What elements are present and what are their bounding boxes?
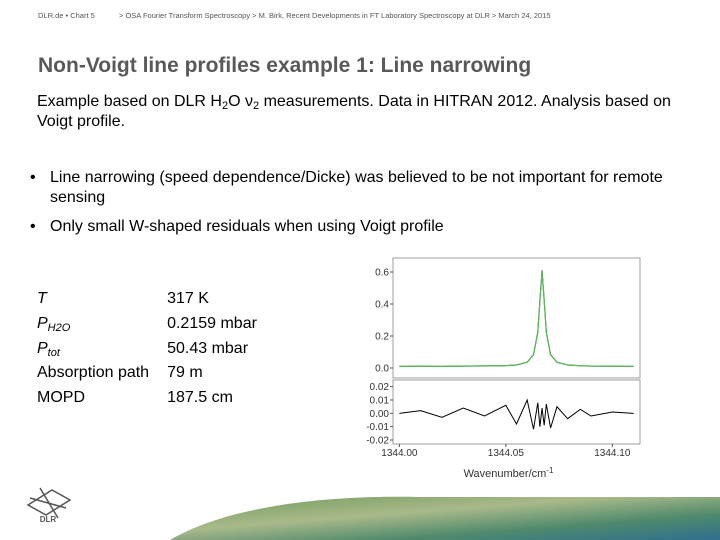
intro-sub: 2 — [221, 100, 229, 112]
x-tick-label: 1344.00 — [381, 448, 418, 459]
y-tick-label: 0.00 — [370, 409, 390, 420]
series-line — [399, 398, 634, 430]
y-tick-label: 0.2 — [375, 332, 389, 343]
header-right: > OSA Fourier Transform Spectroscopy > M… — [119, 11, 551, 20]
x-axis-label-text: Wavenumber/cm — [464, 468, 547, 480]
series-line — [399, 270, 634, 367]
y-tick-label: -0.01 — [366, 422, 389, 433]
param-value: 317 K — [167, 290, 209, 308]
param-label: MOPD — [37, 389, 85, 407]
param-table: T 317 K PH2O 0.2159 mbar Ptot 50.43 mbar Ab… — [37, 287, 257, 410]
header-left: DLR.de • Chart 5 — [38, 11, 95, 20]
bullet: Line narrowing (speed dependence/Dicke) … — [30, 168, 695, 208]
param-label: P — [37, 315, 48, 333]
y-tick-label: 0.4 — [375, 300, 389, 311]
param-value: 187.5 cm — [167, 389, 233, 407]
y-tick-label: 0.6 — [375, 268, 389, 279]
y-tick-label: -0.02 — [366, 436, 389, 447]
intro-text: O ν — [228, 93, 253, 110]
param-label: T — [37, 290, 47, 308]
plot-frame — [392, 379, 641, 445]
plot-frame — [392, 257, 641, 379]
series-line — [399, 271, 634, 368]
y-tick-label: 0.01 — [370, 396, 390, 407]
x-tick-label: 1344.05 — [488, 448, 525, 459]
param-label: P — [37, 339, 48, 357]
param-value: 50.43 mbar — [167, 339, 249, 357]
intro-text: measurements. Data in HITRAN 2012. Analy… — [37, 93, 671, 130]
param-value: 0.2159 mbar — [167, 315, 257, 333]
y-tick-label: 0.0 — [375, 364, 389, 375]
y-tick-label: 0.02 — [370, 382, 390, 393]
intro-text: Example based on DLR H — [37, 93, 222, 110]
x-axis-label: Wavenumber/cm-1 — [464, 466, 554, 480]
earth-image — [170, 496, 720, 540]
logo-mark — [26, 487, 72, 519]
intro-sub: 2 — [253, 100, 260, 112]
x-tick-label: 1344.10 — [594, 448, 631, 459]
slide-title: Non-Voigt line profiles example 1: Line … — [38, 54, 532, 77]
plot: 0.0 0.2 0.4 0.6 -0.02 -0.01 0.00 0.01 0.02 1344.0… — [366, 257, 641, 480]
logo-text: DLR — [40, 515, 57, 524]
param-label: Absorption path — [37, 364, 150, 382]
param-sub: tot — [47, 346, 60, 359]
bullet-list: Line narrowing (speed dependence/Dicke) … — [30, 168, 695, 246]
bullet: Only small W-shaped residuals when using… — [30, 217, 695, 237]
param-sub: H2O — [47, 322, 71, 335]
param-value: 79 m — [167, 364, 203, 382]
x-axis-label-sup: -1 — [546, 466, 554, 475]
intro: Example based on DLR H2O ν2 measurements… — [37, 92, 697, 132]
